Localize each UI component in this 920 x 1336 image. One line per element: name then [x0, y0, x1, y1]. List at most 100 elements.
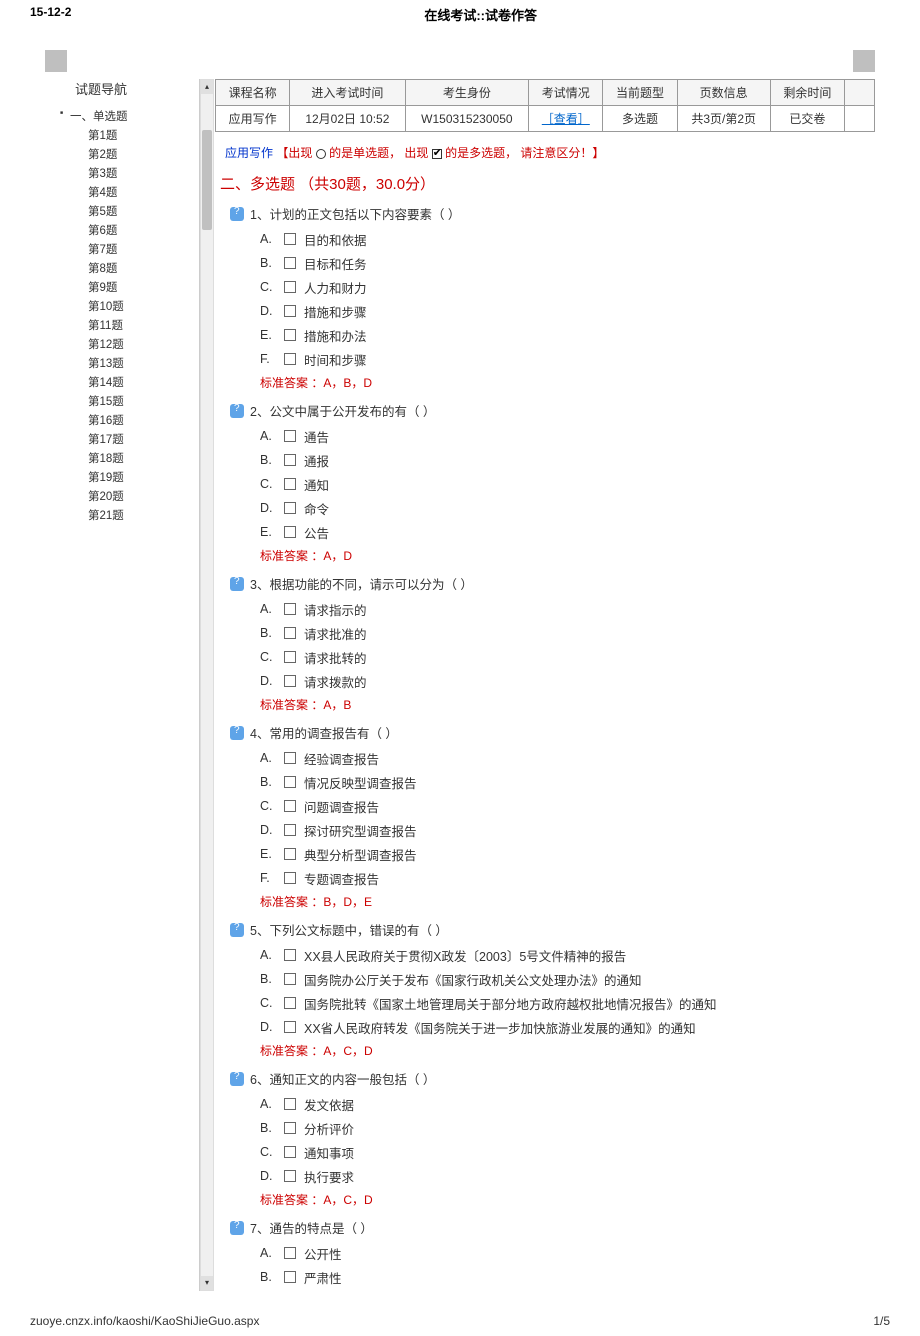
option-checkbox[interactable]: [284, 329, 296, 341]
option-row[interactable]: D.探讨研究型调查报告: [260, 818, 875, 842]
option-row[interactable]: D.执行要求: [260, 1164, 875, 1188]
sidebar-item[interactable]: 第3题: [88, 163, 194, 182]
option-row[interactable]: B.情况反映型调查报告: [260, 770, 875, 794]
option-text: 探讨研究型调查报告: [304, 821, 417, 840]
option-checkbox[interactable]: [284, 752, 296, 764]
option-row[interactable]: B.目标和任务: [260, 251, 875, 275]
option-checkbox[interactable]: [284, 675, 296, 687]
option-checkbox[interactable]: [284, 233, 296, 245]
option-row[interactable]: C.人力和财力: [260, 275, 875, 299]
sidebar-item[interactable]: 第1题: [88, 125, 194, 144]
option-row[interactable]: B.通报: [260, 448, 875, 472]
option-checkbox[interactable]: [284, 1247, 296, 1259]
scroll-up-icon[interactable]: ▴: [201, 80, 213, 94]
sidebar-item[interactable]: 第19题: [88, 467, 194, 486]
sidebar-item[interactable]: 第16题: [88, 410, 194, 429]
sidebar-item[interactable]: 第21题: [88, 505, 194, 524]
option-checkbox[interactable]: [284, 1170, 296, 1182]
option-row[interactable]: C.问题调查报告: [260, 794, 875, 818]
option-checkbox[interactable]: [284, 603, 296, 615]
td-status[interactable]: ［查看］: [529, 106, 603, 132]
sidebar-item[interactable]: 第12题: [88, 334, 194, 353]
option-checkbox[interactable]: [284, 824, 296, 836]
option-letter: B.: [260, 775, 276, 789]
option-row[interactable]: B.分析评价: [260, 1116, 875, 1140]
option-text: XX县人民政府关于贯彻X政发〔2003〕5号文件精神的报告: [304, 946, 626, 965]
option-row[interactable]: A.发文依据: [260, 1092, 875, 1116]
sidebar-item[interactable]: 第14题: [88, 372, 194, 391]
sidebar-item[interactable]: 第18题: [88, 448, 194, 467]
sidebar-item[interactable]: 第9题: [88, 277, 194, 296]
scroll-down-icon[interactable]: ▾: [201, 1276, 213, 1290]
option-checkbox[interactable]: [284, 997, 296, 1009]
option-row[interactable]: E.公告: [260, 520, 875, 544]
scrollbar-thumb[interactable]: [202, 130, 212, 230]
option-row[interactable]: B.国务院办公厅关于发布《国家行政机关公文处理办法》的通知: [260, 967, 875, 991]
sidebar-item[interactable]: 第20题: [88, 486, 194, 505]
option-row[interactable]: D.命令: [260, 496, 875, 520]
sidebar-item[interactable]: 第17题: [88, 429, 194, 448]
option-checkbox[interactable]: [284, 973, 296, 985]
option-row[interactable]: C.国务院批转《国家土地管理局关于部分地方政府越权批地情况报告》的通知: [260, 991, 875, 1015]
sidebar-section[interactable]: 一、单选题: [70, 106, 194, 125]
option-text: 时间和步骤: [304, 350, 367, 369]
option-row[interactable]: F.专题调查报告: [260, 866, 875, 890]
option-row[interactable]: B.请求批准的: [260, 621, 875, 645]
option-row[interactable]: A.XX县人民政府关于贯彻X政发〔2003〕5号文件精神的报告: [260, 943, 875, 967]
option-checkbox[interactable]: [284, 1122, 296, 1134]
sidebar-item[interactable]: 第15题: [88, 391, 194, 410]
option-text: 执行要求: [304, 1167, 354, 1186]
sidebar-item[interactable]: 第6题: [88, 220, 194, 239]
option-row[interactable]: B.严肃性: [260, 1265, 875, 1289]
option-row[interactable]: D.XX省人民政府转发《国务院关于进一步加快旅游业发展的通知》的通知: [260, 1015, 875, 1039]
option-checkbox[interactable]: [284, 872, 296, 884]
option-checkbox[interactable]: [284, 848, 296, 860]
option-checkbox[interactable]: [284, 1021, 296, 1033]
option-checkbox[interactable]: [284, 1146, 296, 1158]
view-link[interactable]: ［查看］: [542, 112, 590, 126]
option-checkbox[interactable]: [284, 800, 296, 812]
option-checkbox[interactable]: [284, 478, 296, 490]
option-row[interactable]: A.经验调查报告: [260, 746, 875, 770]
question-title: 1、计划的正文包括以下内容要素（ ）: [250, 204, 460, 223]
option-row[interactable]: D.请求拨款的: [260, 669, 875, 693]
option-row[interactable]: E.典型分析型调查报告: [260, 842, 875, 866]
option-checkbox[interactable]: [284, 776, 296, 788]
option-row[interactable]: C.通知: [260, 472, 875, 496]
sidebar-item[interactable]: 第11题: [88, 315, 194, 334]
question-title: 4、常用的调查报告有（ ）: [250, 723, 398, 742]
option-row[interactable]: E.措施和办法: [260, 323, 875, 347]
option-row[interactable]: D.措施和步骤: [260, 299, 875, 323]
option-checkbox[interactable]: [284, 257, 296, 269]
option-checkbox[interactable]: [284, 353, 296, 365]
sidebar-item[interactable]: 第2题: [88, 144, 194, 163]
sidebar-scrollbar[interactable]: ▴ ▾: [200, 79, 214, 1291]
th-enter: 进入考试时间: [290, 80, 405, 106]
option-checkbox[interactable]: [284, 651, 296, 663]
option-checkbox[interactable]: [284, 949, 296, 961]
sidebar-item[interactable]: 第8题: [88, 258, 194, 277]
option-row[interactable]: A.通告: [260, 424, 875, 448]
option-checkbox[interactable]: [284, 1098, 296, 1110]
option-row[interactable]: A.请求指示的: [260, 597, 875, 621]
option-row[interactable]: C.请求批转的: [260, 645, 875, 669]
option-checkbox[interactable]: [284, 502, 296, 514]
option-row[interactable]: C.通知事项: [260, 1140, 875, 1164]
option-row[interactable]: F.时间和步骤: [260, 347, 875, 371]
option-row[interactable]: A.目的和依据: [260, 227, 875, 251]
option-checkbox[interactable]: [284, 305, 296, 317]
sidebar-item[interactable]: 第7题: [88, 239, 194, 258]
note-course: 应用写作: [225, 146, 273, 160]
section-title: 二、多选题 （共30题，30.0分）: [220, 173, 875, 194]
option-checkbox[interactable]: [284, 454, 296, 466]
sidebar-item[interactable]: 第13题: [88, 353, 194, 372]
sidebar-item[interactable]: 第5题: [88, 201, 194, 220]
sidebar-item[interactable]: 第4题: [88, 182, 194, 201]
option-checkbox[interactable]: [284, 627, 296, 639]
option-row[interactable]: A.公开性: [260, 1241, 875, 1265]
sidebar-item[interactable]: 第10题: [88, 296, 194, 315]
option-checkbox[interactable]: [284, 281, 296, 293]
option-checkbox[interactable]: [284, 1271, 296, 1283]
option-checkbox[interactable]: [284, 526, 296, 538]
option-checkbox[interactable]: [284, 430, 296, 442]
